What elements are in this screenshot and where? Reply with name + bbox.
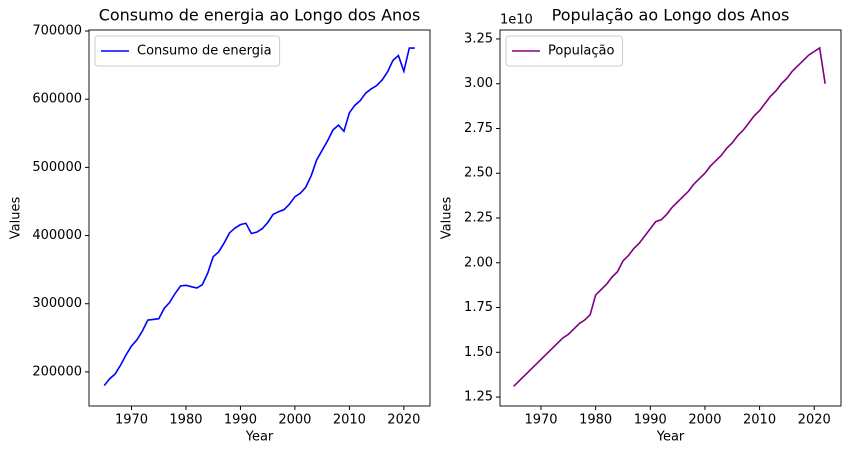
y-tick-label: 2.75 (464, 121, 493, 136)
y-tick-label: 700000 (32, 24, 82, 39)
y-tick-label: 3.25 (464, 31, 493, 46)
y-axis-label: Values (9, 197, 24, 240)
x-tick-label: 2020 (387, 413, 420, 428)
x-tick-label: 2010 (333, 413, 366, 428)
y-tick-label: 3.00 (464, 76, 493, 91)
x-tick-label: 2000 (278, 413, 311, 428)
data-line (513, 46, 826, 387)
y-tick-label: 2.00 (464, 255, 493, 270)
y-tick-label: 2.25 (464, 211, 493, 226)
legend-frame (94, 35, 281, 67)
y-tick-label: 1.75 (464, 300, 493, 315)
x-axis-label: Year (656, 430, 685, 445)
legend: Consumo de energia (94, 35, 281, 67)
y-tick-label: 400000 (32, 228, 82, 243)
chart-title: Consumo de energia ao Longo dos Anos (99, 6, 421, 25)
x-tick-label: 1980 (579, 413, 612, 428)
x-tick-label: 1970 (524, 413, 557, 428)
x-tick-label: 1980 (169, 413, 202, 428)
y-tick-label: 500000 (32, 160, 82, 175)
plot-frame (499, 29, 842, 407)
data-line (103, 47, 415, 387)
x-tick-label: 2020 (798, 413, 831, 428)
legend-frame (505, 35, 623, 67)
y-tick-label: 2.50 (464, 166, 493, 181)
x-tick-label: 1990 (224, 413, 257, 428)
x-tick-label: 2000 (688, 413, 721, 428)
plot-frame (88, 29, 431, 407)
y-offset-label: 1e10 (500, 13, 533, 28)
y-tick-label: 200000 (32, 364, 82, 379)
y-tick-label: 1.50 (464, 345, 493, 360)
legend-label: Consumo de energia (137, 44, 272, 59)
y-tick-label: 300000 (32, 296, 82, 311)
x-tick-label: 1990 (634, 413, 667, 428)
x-axis-label: Year (245, 430, 274, 445)
x-tick-label: 1970 (115, 413, 148, 428)
y-axis-label: Values (440, 197, 455, 240)
y-tick-label: 1.25 (464, 390, 493, 405)
legend: População (505, 35, 623, 67)
legend-label: População (548, 44, 615, 59)
x-tick-label: 2010 (743, 413, 776, 428)
y-tick-label: 600000 (32, 92, 82, 107)
chart-title: População ao Longo dos Anos (552, 6, 790, 25)
